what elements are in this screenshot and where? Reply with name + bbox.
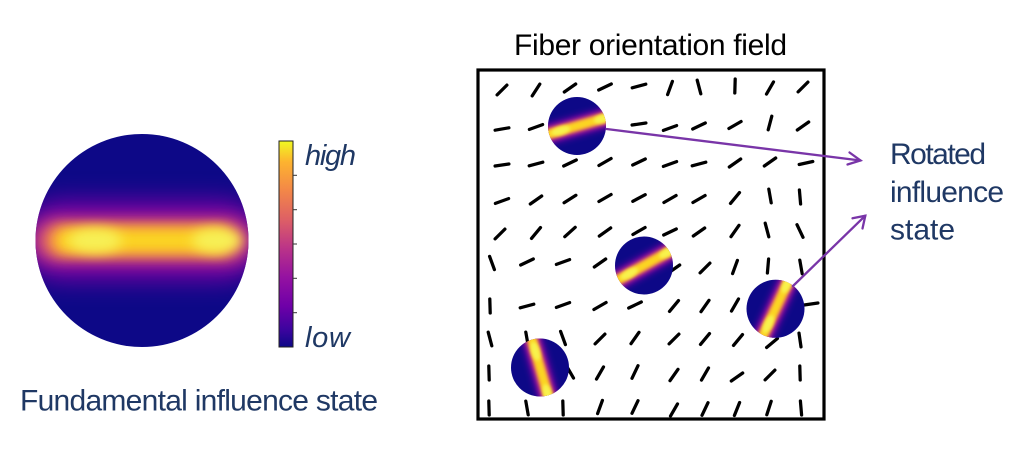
- svg-text:state: state: [890, 214, 955, 247]
- svg-text:Fiber orientation field: Fiber orientation field: [514, 29, 787, 62]
- svg-text:Fundamental influence state: Fundamental influence state: [20, 385, 378, 418]
- svg-text:Rotated: Rotated: [890, 138, 986, 171]
- svg-text:high: high: [305, 140, 356, 172]
- svg-text:low: low: [305, 322, 352, 354]
- svg-text:influence: influence: [890, 176, 1004, 209]
